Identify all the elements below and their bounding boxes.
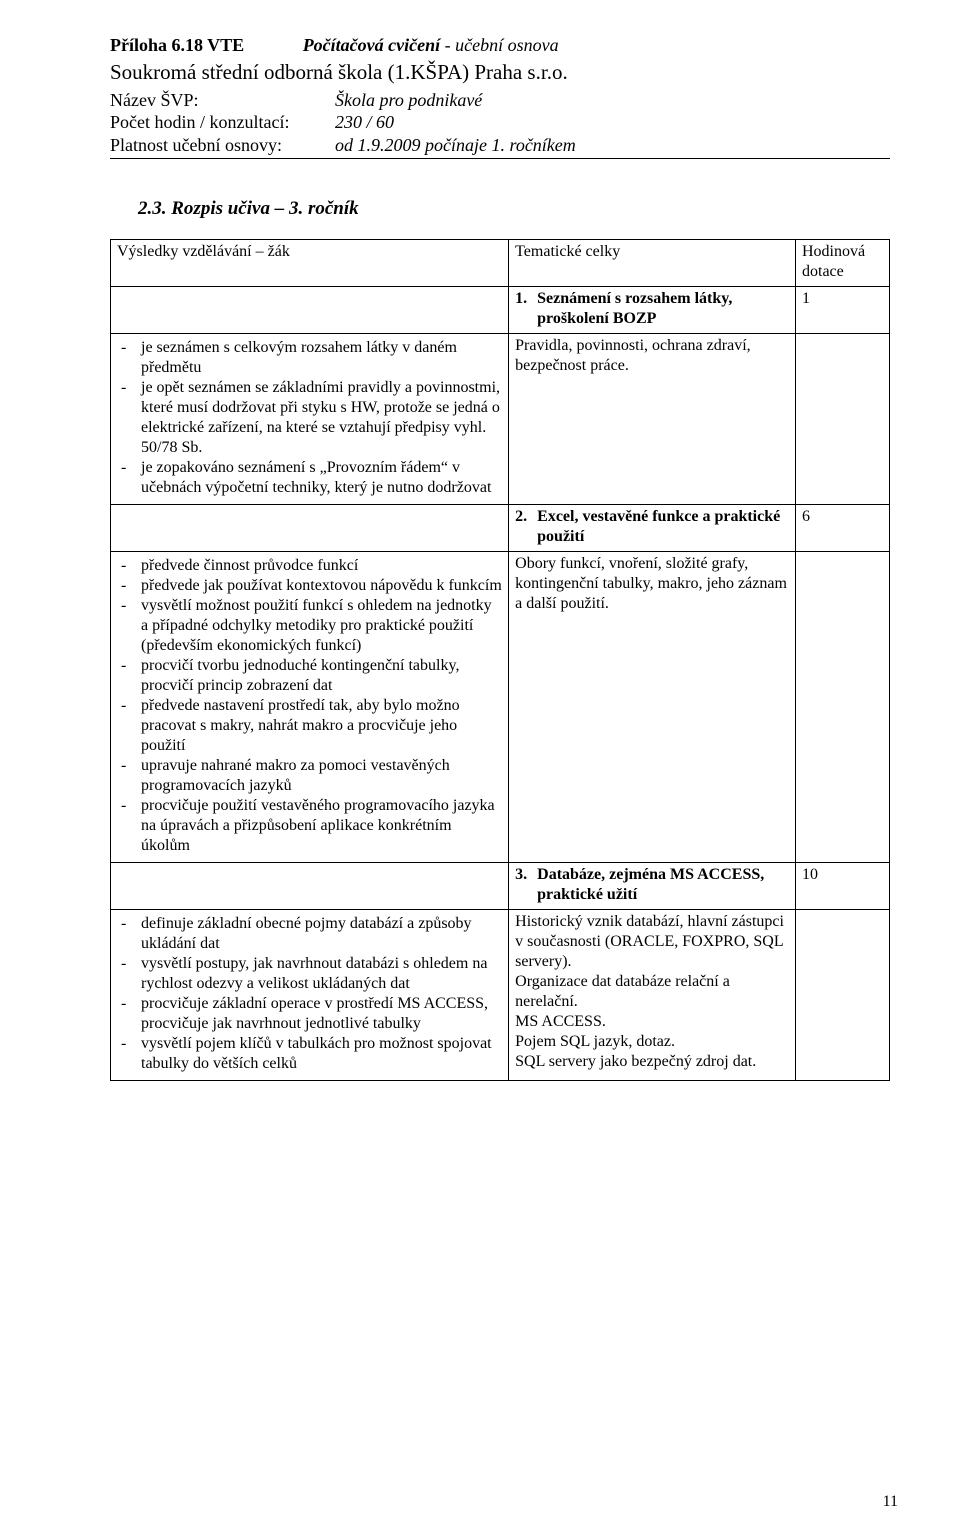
topic3-title: Databáze, zejména MS ACCESS, praktické u… (537, 866, 764, 903)
topic2-num: 2. (515, 507, 527, 527)
topic2-b4: procvičí tvorbu jednoduché kontingenční … (141, 656, 502, 696)
hours-value: 230 / 60 (335, 111, 394, 134)
appendix-title: Počítačová cvičení (303, 35, 440, 55)
appendix-prefix: Příloha 6.18 VTE (110, 35, 244, 55)
header-line1: Příloha 6.18 VTE Počítačová cvičení - uč… (110, 34, 890, 57)
topic3-head-row: 3. Databáze, zejména MS ACCESS, praktick… (111, 863, 890, 910)
curriculum-table: Výsledky vzdělávání – žák Tematické celk… (110, 239, 890, 1081)
table-head-row: Výsledky vzdělávání – žák Tematické celk… (111, 240, 890, 287)
topic1-title-cell: 1. Seznámení s rozsahem látky, proškolen… (509, 287, 796, 334)
topic3-hours-body (796, 910, 890, 1081)
head-results: Výsledky vzdělávání – žák (111, 240, 509, 287)
topic3-desc5: SQL servery jako bezpečný zdroj dat. (515, 1052, 789, 1072)
topic3-b4: vysvětlí pojem klíčů v tabulkách pro mož… (141, 1034, 502, 1074)
section-title: 2.3. Rozpis učiva – 3. ročník (138, 197, 890, 221)
topic1-b1: je seznámen s celkovým rozsahem látky v … (141, 338, 502, 378)
topic3-hours: 10 (796, 863, 890, 910)
topic3-body-row: definuje základní obecné pojmy databází … (111, 910, 890, 1081)
topic2-b1: předvede činnost průvodce funkcí (141, 556, 502, 576)
appendix-suffix: - učební osnova (440, 35, 558, 55)
topic1-hours: 1 (796, 287, 890, 334)
validity-label: Platnost učební osnovy: (110, 134, 335, 157)
topic2-head-empty (111, 505, 509, 552)
topic1-head-row: 1. Seznámení s rozsahem látky, proškolen… (111, 287, 890, 334)
head-hours: Hodinová dotace (796, 240, 890, 287)
page: Příloha 6.18 VTE Počítačová cvičení - uč… (0, 0, 960, 1524)
topic2-hours-body (796, 552, 890, 863)
topic3-b1: definuje základní obecné pojmy databází … (141, 914, 502, 954)
topic2-body-row: předvede činnost průvodce funkcí předved… (111, 552, 890, 863)
topic1-hours-body (796, 334, 890, 505)
topic3-desc4: Pojem SQL jazyk, dotaz. (515, 1032, 789, 1052)
svp-value: Škola pro podnikavé (335, 89, 482, 112)
topic1-desc: Pravidla, povinnosti, ochrana zdraví, be… (509, 334, 796, 505)
topic2-title-cell: 2. Excel, vestavěné funkce a praktické p… (509, 505, 796, 552)
topic2-b5: předvede nastavení prostředí tak, aby by… (141, 696, 502, 756)
topic2-head-row: 2. Excel, vestavěné funkce a praktické p… (111, 505, 890, 552)
topic3-num: 3. (515, 865, 527, 885)
topic3-desc1: Historický vznik databází, hlavní zástup… (515, 912, 789, 972)
topic3-results: definuje základní obecné pojmy databází … (111, 910, 509, 1081)
topic2-hours: 6 (796, 505, 890, 552)
topic3-b3: procvičuje základní operace v prostředí … (141, 994, 502, 1034)
topic2-results: předvede činnost průvodce funkcí předved… (111, 552, 509, 863)
topic1-num: 1. (515, 289, 527, 309)
topic3-title-cell: 3. Databáze, zejména MS ACCESS, praktick… (509, 863, 796, 910)
topic1-results: je seznámen s celkovým rozsahem látky v … (111, 334, 509, 505)
topic2-desc: Obory funkcí, vnoření, složité grafy, ko… (509, 552, 796, 863)
topic2-b3: vysvětlí možnost použití funkcí s ohlede… (141, 596, 502, 656)
topic1-b2: je opět seznámen se základními pravidly … (141, 378, 502, 458)
svp-label: Název ŠVP: (110, 89, 335, 112)
topic1-title: Seznámení s rozsahem látky, proškolení B… (537, 290, 732, 327)
validity-value: od 1.9.2009 počínaje 1. ročníkem (335, 134, 576, 157)
topic1-head-empty (111, 287, 509, 334)
topic3-head-empty (111, 863, 509, 910)
topic3-desc3: MS ACCESS. (515, 1012, 789, 1032)
head-topics: Tematické celky (509, 240, 796, 287)
topic3-b2: vysvětlí postupy, jak navrhnout databázi… (141, 954, 502, 994)
topic1-b3: je zopakováno seznámení s „Provozním řád… (141, 458, 502, 498)
topic3-desc-cell: Historický vznik databází, hlavní zástup… (509, 910, 796, 1081)
page-number: 11 (883, 1492, 898, 1512)
topic3-desc2: Organizace dat databáze relační a nerela… (515, 972, 789, 1012)
topic2-title: Excel, vestavěné funkce a praktické použ… (537, 508, 780, 545)
school-name: Soukromá střední odborná škola (1.KŠPA) … (110, 59, 890, 85)
hours-label: Počet hodin / konzultací: (110, 111, 335, 134)
topic1-body-row: je seznámen s celkovým rozsahem látky v … (111, 334, 890, 505)
header-row-svp: Název ŠVP: Škola pro podnikavé (110, 89, 890, 112)
topic2-b6: upravuje nahrané makro za pomoci vestavě… (141, 756, 502, 796)
topic2-b2: předvede jak používat kontextovou nápově… (141, 576, 502, 596)
topic2-b7: procvičuje použití vestavěného programov… (141, 796, 502, 856)
header-row-hours: Počet hodin / konzultací: 230 / 60 (110, 111, 890, 134)
header-row-validity: Platnost učební osnovy: od 1.9.2009 počí… (110, 134, 890, 160)
